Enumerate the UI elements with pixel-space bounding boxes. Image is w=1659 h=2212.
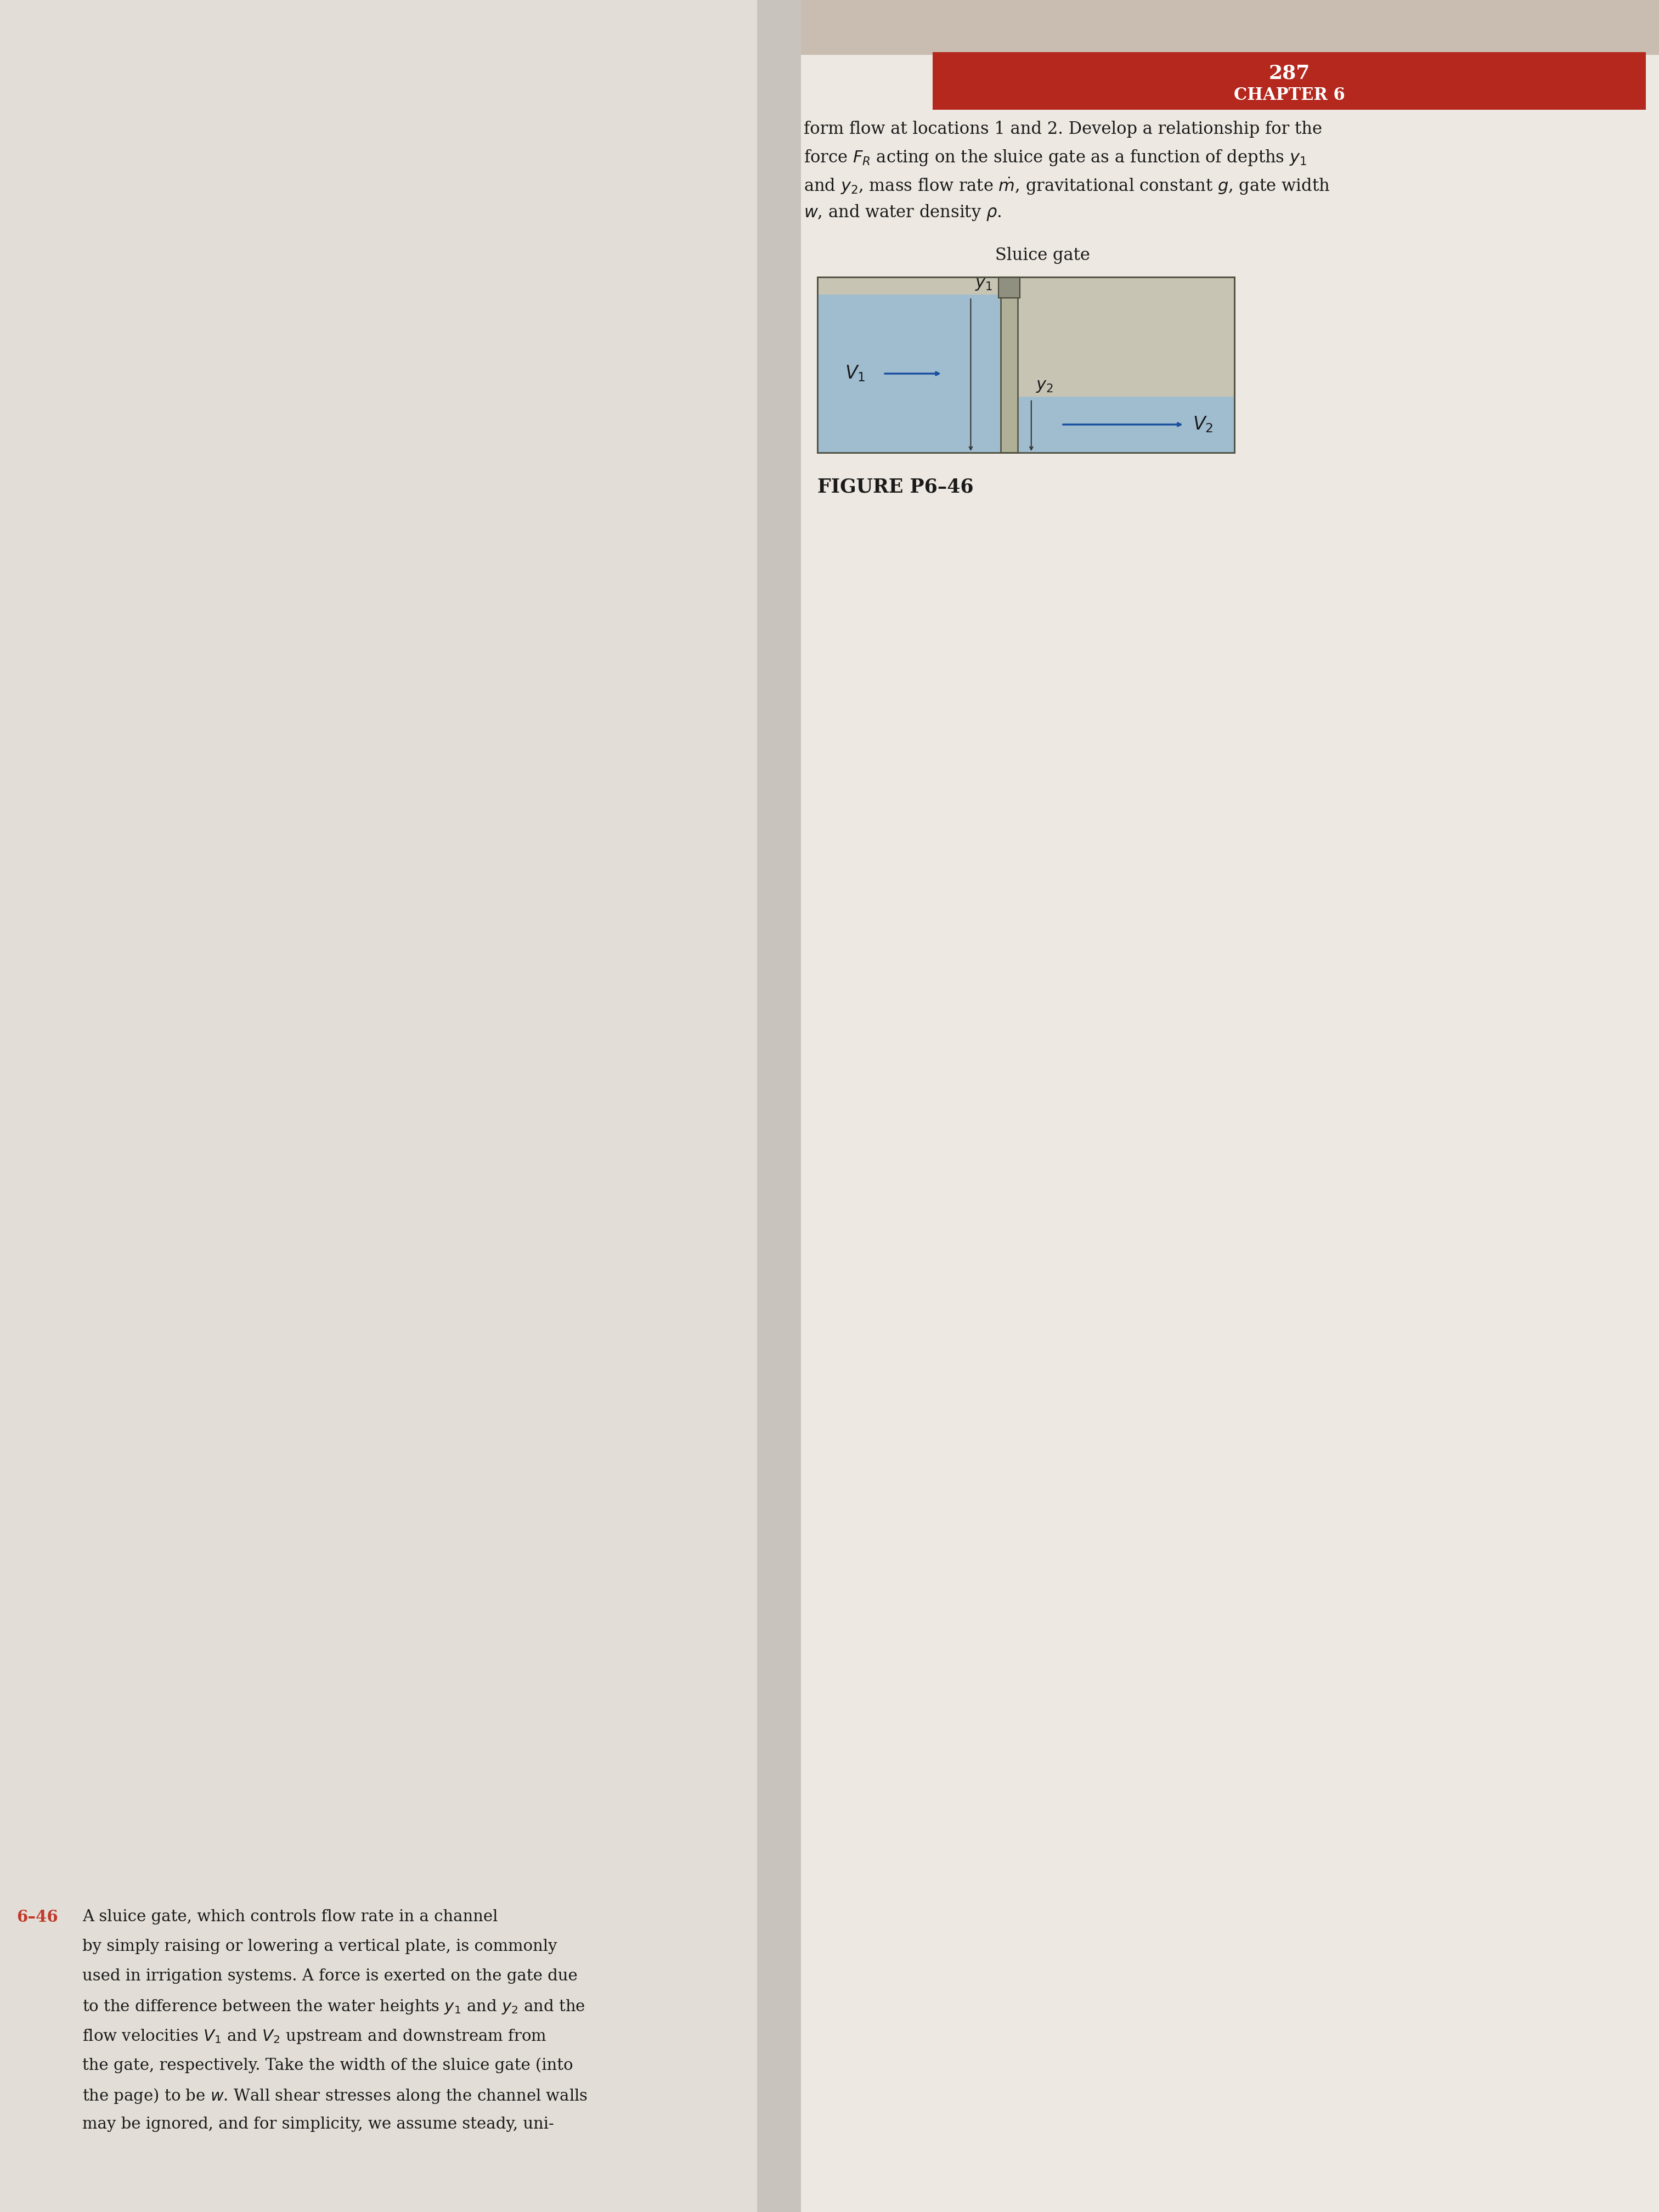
Bar — [932, 53, 1646, 111]
Text: 6–46: 6–46 — [17, 1909, 58, 1924]
Bar — [757, 0, 801, 2212]
Text: A sluice gate, which controls flow rate in a channel: A sluice gate, which controls flow rate … — [83, 1909, 498, 1924]
Text: the page) to be $w$. Wall shear stresses along the channel walls: the page) to be $w$. Wall shear stresses… — [83, 2086, 587, 2106]
Text: 287: 287 — [1269, 64, 1311, 82]
Text: by simply raising or lowering a vertical plate, is commonly: by simply raising or lowering a vertical… — [83, 1938, 557, 1953]
Text: the gate, respectively. Take the width of the sluice gate (into: the gate, respectively. Take the width o… — [83, 2057, 572, 2073]
Text: may be ignored, and for simplicity, we assume steady, uni-: may be ignored, and for simplicity, we a… — [83, 2117, 554, 2132]
Text: used in irrigation systems. A force is exerted on the gate due: used in irrigation systems. A force is e… — [83, 1969, 577, 1984]
Text: flow velocities $V_1$ and $V_2$ upstream and downstream from: flow velocities $V_1$ and $V_2$ upstream… — [83, 2028, 547, 2046]
Text: $y_2$: $y_2$ — [1035, 376, 1053, 394]
Text: Sluice gate: Sluice gate — [995, 248, 1090, 263]
Text: form flow at locations 1 and 2. Develop a relationship for the: form flow at locations 1 and 2. Develop … — [803, 122, 1322, 137]
Text: $V_2$: $V_2$ — [1193, 416, 1213, 434]
Text: $w$, and water density $\rho$.: $w$, and water density $\rho$. — [803, 204, 1002, 221]
Bar — [1000, 276, 1017, 453]
Text: FIGURE P6–46: FIGURE P6–46 — [818, 478, 974, 495]
Bar — [818, 294, 1000, 453]
Bar — [818, 276, 1234, 453]
Bar — [801, 0, 1659, 2212]
Text: CHAPTER 6: CHAPTER 6 — [1234, 86, 1345, 104]
Text: force $F_R$ acting on the sluice gate as a function of depths $y_1$: force $F_R$ acting on the sluice gate as… — [803, 148, 1307, 168]
Bar — [801, 0, 1659, 55]
Text: and $y_2$, mass flow rate $\dot{m}$, gravitational constant $g$, gate width: and $y_2$, mass flow rate $\dot{m}$, gra… — [803, 175, 1331, 197]
Text: $V_1$: $V_1$ — [844, 365, 866, 383]
Bar — [1017, 396, 1234, 453]
Bar — [999, 276, 1020, 299]
Text: to the difference between the water heights $y_1$ and $y_2$ and the: to the difference between the water heig… — [83, 1997, 586, 2015]
Text: $y_1$: $y_1$ — [975, 274, 992, 292]
Bar — [0, 0, 768, 2212]
